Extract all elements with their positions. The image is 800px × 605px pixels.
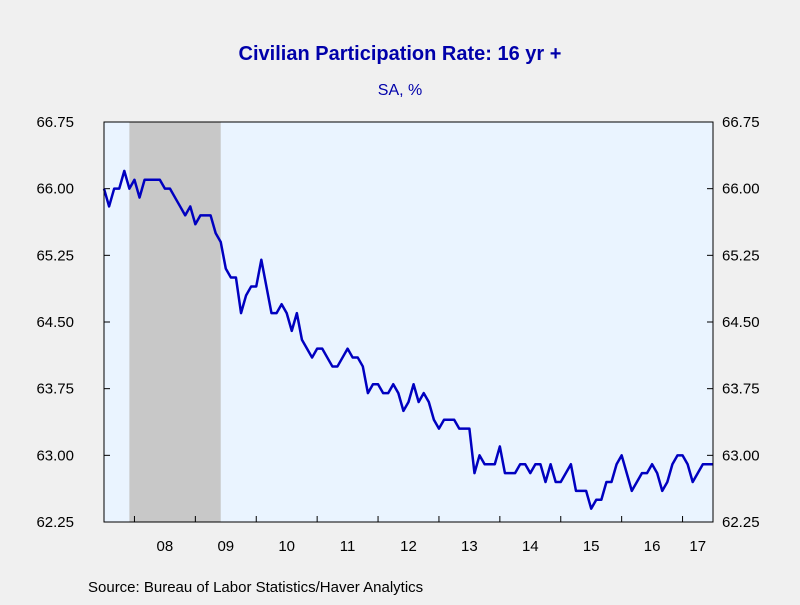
y-tick-label-left: 62.25 xyxy=(36,514,74,531)
x-tick-label: 15 xyxy=(583,538,600,555)
recession-shading xyxy=(129,122,221,522)
chart-title: Civilian Participation Rate: 16 yr + xyxy=(239,43,562,65)
y-tick-label-left: 64.50 xyxy=(36,314,74,331)
x-tick-label: 10 xyxy=(278,538,295,555)
x-tick-label: 14 xyxy=(522,538,539,555)
y-tick-label-right: 66.75 xyxy=(722,114,760,131)
x-tick-label: 17 xyxy=(689,538,706,555)
series-line xyxy=(102,169,713,510)
chart-marks: 62.25 62.25 63.00 63.00 63.75 63.75 64.50 64.50… xyxy=(36,114,759,555)
x-tick-label: 13 xyxy=(461,538,478,555)
x-tick-label: 09 xyxy=(217,538,234,555)
x-tick-label: 11 xyxy=(340,538,356,555)
y-tick-label-left: 63.00 xyxy=(36,447,74,464)
y-tick-label-right: 62.25 xyxy=(722,514,760,531)
y-tick-label-right: 63.00 xyxy=(722,447,760,464)
y-tick-label-right: 66.00 xyxy=(722,181,760,198)
y-tick-label-left: 66.00 xyxy=(36,181,74,198)
y-tick-label-left: 66.75 xyxy=(36,114,74,131)
y-tick-label-left: 63.75 xyxy=(36,381,74,398)
y-tick-label-left: 65.25 xyxy=(36,247,74,264)
y-tick-label-right: 65.25 xyxy=(722,247,760,264)
x-tick-label: 16 xyxy=(644,538,661,555)
x-tick-label: 08 xyxy=(157,538,174,555)
chart-source: Source: Bureau of Labor Statistics/Haver… xyxy=(88,579,423,596)
y-tick-label-right: 64.50 xyxy=(722,314,760,331)
plot-frame xyxy=(103,121,714,523)
chart-subtitle: SA, % xyxy=(378,82,422,99)
x-tick-label: 12 xyxy=(400,538,417,555)
y-tick-label-right: 63.75 xyxy=(722,381,760,398)
